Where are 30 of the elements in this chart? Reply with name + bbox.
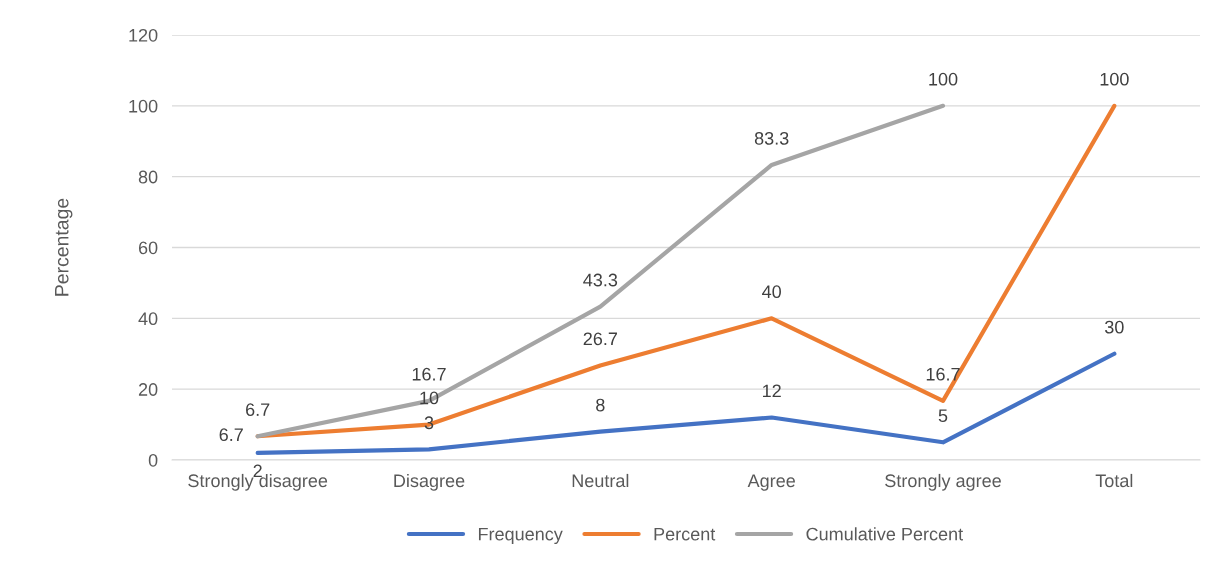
x-tick-label: Disagree — [394, 473, 465, 491]
data-label: 40 — [762, 285, 781, 299]
x-tick-label: Neutral — [572, 473, 629, 488]
data-label: 12 — [763, 384, 781, 398]
x-tick-label: Total — [1095, 473, 1133, 488]
y-tick-label: 80 — [138, 170, 158, 184]
data-label: 100 — [929, 72, 958, 86]
data-label: 5 — [938, 409, 948, 423]
legend-label: Percent — [654, 527, 716, 541]
legend-label: Cumulative Percent — [806, 527, 963, 541]
x-tick-label: Agree — [747, 474, 795, 491]
y-tick-label: 100 — [129, 99, 158, 113]
y-tick-label: 20 — [138, 383, 158, 396]
data-label: 26.7 — [583, 332, 617, 346]
legend-label: Frequency — [478, 527, 563, 545]
data-label: 8 — [596, 398, 605, 412]
y-tick-label: 40 — [138, 312, 158, 326]
data-label: 10 — [420, 391, 439, 405]
data-label: 6.7 — [246, 403, 270, 417]
data-label: 43.3 — [583, 273, 618, 287]
y-tick-label: 0 — [148, 453, 158, 467]
y-tick-label: 60 — [138, 241, 158, 255]
data-label: 83.3 — [754, 131, 789, 145]
data-label: 6.7 — [219, 428, 243, 442]
y-axis-title: Percentage — [55, 198, 73, 296]
x-tick-label: Strongly agree — [885, 473, 1001, 491]
data-label: 100 — [1100, 72, 1129, 86]
y-tick-label: 120 — [129, 28, 158, 42]
data-label: 30 — [1104, 320, 1124, 334]
data-label: 16.7 — [412, 367, 446, 381]
